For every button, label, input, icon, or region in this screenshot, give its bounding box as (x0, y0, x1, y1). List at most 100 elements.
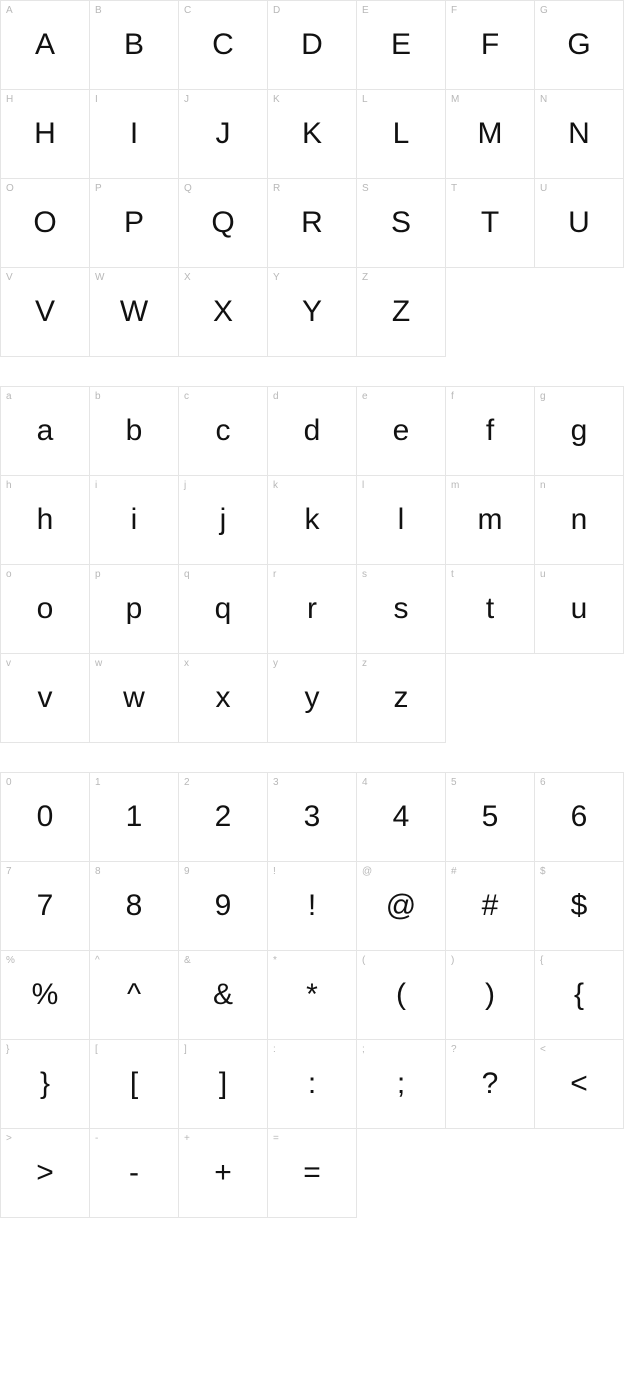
glyph-cell[interactable]: ii (89, 475, 179, 565)
glyph-cell[interactable]: 88 (89, 861, 179, 951)
glyph-cell[interactable]: ee (356, 386, 446, 476)
glyph-cell[interactable]: jj (178, 475, 268, 565)
glyph-cell[interactable]: II (89, 89, 179, 179)
glyph-cell[interactable]: RR (267, 178, 357, 268)
glyph-cell[interactable]: ss (356, 564, 446, 654)
glyph-char: e (393, 416, 410, 446)
glyph-cell[interactable]: ZZ (356, 267, 446, 357)
glyph-cell[interactable]: vv (0, 653, 90, 743)
glyph-cell[interactable]: 66 (534, 772, 624, 862)
glyph-cell[interactable]: MM (445, 89, 535, 179)
glyph-cell[interactable]: AA (0, 0, 90, 90)
glyph-cell[interactable]: YY (267, 267, 357, 357)
glyph-cell[interactable]: qq (178, 564, 268, 654)
glyph-cell[interactable]: $$ (534, 861, 624, 951)
glyph-cell[interactable]: aa (0, 386, 90, 476)
glyph-cell[interactable]: VV (0, 267, 90, 357)
glyph-section-lowercase: aabbccddeeffgg hhiijjkkllmmnn ooppqqrrsstt… (0, 386, 640, 742)
glyph-label: ! (273, 866, 276, 877)
glyph-cell[interactable]: kk (267, 475, 357, 565)
glyph-cell[interactable]: 22 (178, 772, 268, 862)
glyph-char: ] (219, 1069, 227, 1099)
glyph-cell[interactable]: 00 (0, 772, 90, 862)
glyph-char: & (213, 980, 233, 1010)
glyph-cell[interactable]: KK (267, 89, 357, 179)
glyph-cell[interactable]: 44 (356, 772, 446, 862)
glyph-cell[interactable]: uu (534, 564, 624, 654)
glyph-cell[interactable]: pp (89, 564, 179, 654)
glyph-cell[interactable]: SS (356, 178, 446, 268)
glyph-char: - (129, 1158, 139, 1188)
glyph-cell[interactable]: 11 (89, 772, 179, 862)
glyph-label: 0 (6, 777, 12, 788)
glyph-label: - (95, 1133, 98, 1144)
glyph-cell[interactable]: ++ (178, 1128, 268, 1218)
glyph-cell[interactable]: GG (534, 0, 624, 90)
glyph-char: + (214, 1158, 232, 1188)
glyph-cell[interactable]: BB (89, 0, 179, 90)
glyph-cell[interactable]: QQ (178, 178, 268, 268)
glyph-label: > (6, 1133, 12, 1144)
glyph-cell[interactable]: WW (89, 267, 179, 357)
glyph-cell[interactable]: JJ (178, 89, 268, 179)
glyph-cell[interactable]: dd (267, 386, 357, 476)
glyph-cell[interactable]: {{ (534, 950, 624, 1040)
glyph-cell[interactable]: %% (0, 950, 90, 1040)
glyph-cell[interactable]: << (534, 1039, 624, 1129)
glyph-cell[interactable]: gg (534, 386, 624, 476)
glyph-cell[interactable]: xx (178, 653, 268, 743)
glyph-cell[interactable]: ** (267, 950, 357, 1040)
glyph-char: J (216, 119, 231, 149)
glyph-cell[interactable]: 77 (0, 861, 90, 951)
glyph-cell[interactable]: ?? (445, 1039, 535, 1129)
glyph-cell[interactable]: FF (445, 0, 535, 90)
glyph-cell[interactable]: ]] (178, 1039, 268, 1129)
glyph-cell[interactable]: TT (445, 178, 535, 268)
glyph-cell[interactable]: PP (89, 178, 179, 268)
glyph-cell[interactable]: EE (356, 0, 446, 90)
glyph-cell[interactable]: [[ (89, 1039, 179, 1129)
glyph-cell[interactable]: ^^ (89, 950, 179, 1040)
glyph-cell[interactable]: 55 (445, 772, 535, 862)
glyph-cell[interactable]: -- (89, 1128, 179, 1218)
glyph-cell[interactable]: @@ (356, 861, 446, 951)
glyph-cell[interactable]: 33 (267, 772, 357, 862)
glyph-cell[interactable]: == (267, 1128, 357, 1218)
glyph-label: ] (184, 1044, 187, 1055)
glyph-cell[interactable]: bb (89, 386, 179, 476)
glyph-cell[interactable]: ;; (356, 1039, 446, 1129)
glyph-label: H (6, 94, 13, 105)
glyph-cell[interactable]: ll (356, 475, 446, 565)
glyph-cell[interactable]: cc (178, 386, 268, 476)
glyph-cell[interactable]: && (178, 950, 268, 1040)
glyph-cell[interactable]: LL (356, 89, 446, 179)
glyph-char: W (120, 297, 148, 327)
glyph-cell[interactable]: XX (178, 267, 268, 357)
glyph-char: d (304, 416, 321, 446)
glyph-cell[interactable]: oo (0, 564, 90, 654)
glyph-cell[interactable]: rr (267, 564, 357, 654)
glyph-cell[interactable]: OO (0, 178, 90, 268)
glyph-cell[interactable]: hh (0, 475, 90, 565)
glyph-cell[interactable]: :: (267, 1039, 357, 1129)
glyph-cell[interactable]: ff (445, 386, 535, 476)
glyph-cell[interactable]: CC (178, 0, 268, 90)
glyph-cell[interactable]: DD (267, 0, 357, 90)
glyph-cell[interactable]: ww (89, 653, 179, 743)
glyph-cell[interactable]: nn (534, 475, 624, 565)
glyph-cell[interactable]: mm (445, 475, 535, 565)
glyph-cell[interactable]: >> (0, 1128, 90, 1218)
glyph-cell[interactable]: NN (534, 89, 624, 179)
glyph-cell[interactable]: UU (534, 178, 624, 268)
glyph-cell[interactable]: 99 (178, 861, 268, 951)
glyph-cell[interactable]: HH (0, 89, 90, 179)
glyph-cell[interactable]: (( (356, 950, 446, 1040)
glyph-cell[interactable]: ## (445, 861, 535, 951)
glyph-cell[interactable]: }} (0, 1039, 90, 1129)
glyph-cell[interactable]: !! (267, 861, 357, 951)
glyph-cell[interactable]: )) (445, 950, 535, 1040)
glyph-char: ? (482, 1069, 499, 1099)
glyph-cell[interactable]: tt (445, 564, 535, 654)
glyph-cell[interactable]: zz (356, 653, 446, 743)
glyph-cell[interactable]: yy (267, 653, 357, 743)
